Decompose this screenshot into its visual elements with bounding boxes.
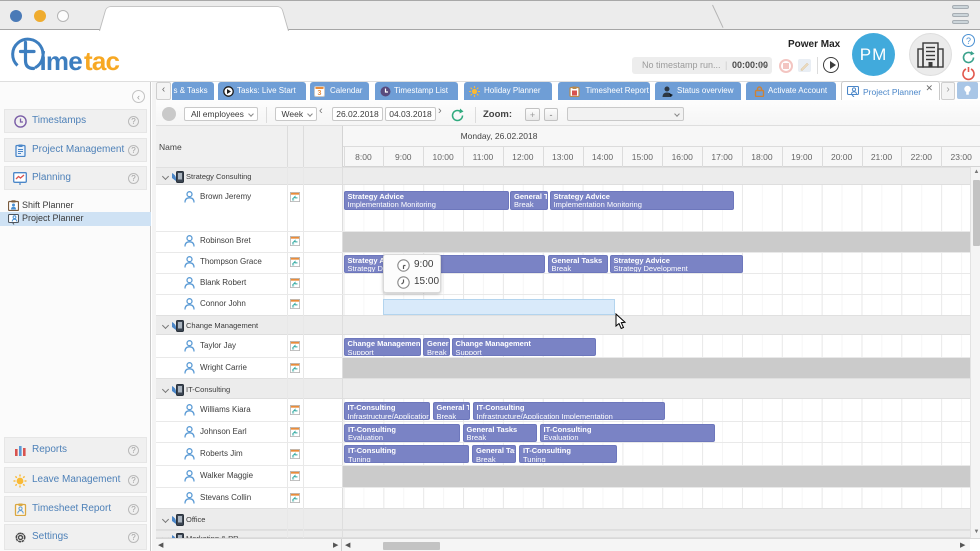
svg-text:3: 3 <box>318 90 322 97</box>
svg-text:tac: tac <box>84 46 120 76</box>
svg-text:ime: ime <box>40 46 83 76</box>
